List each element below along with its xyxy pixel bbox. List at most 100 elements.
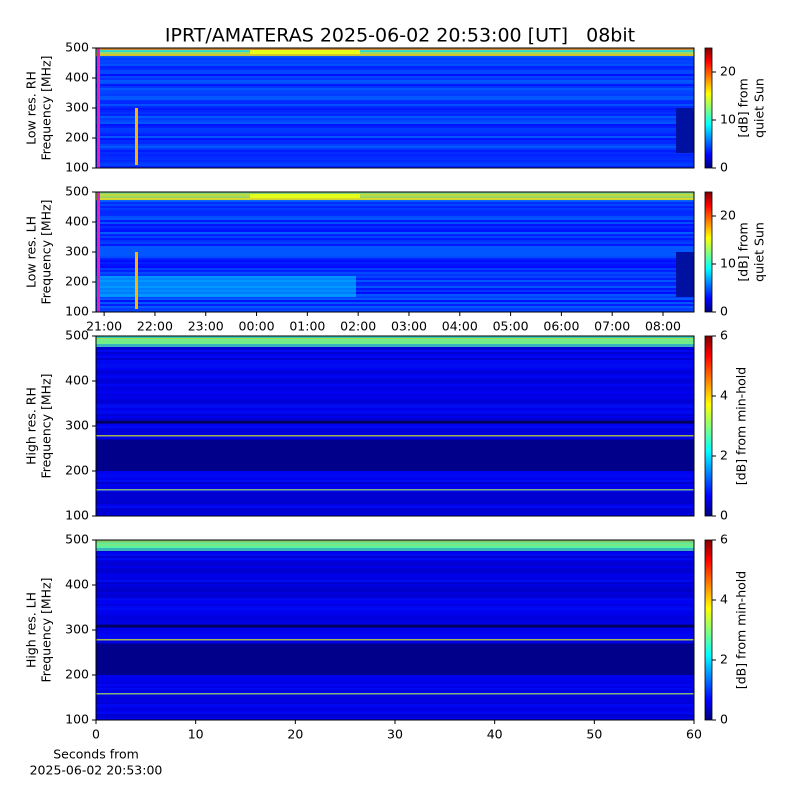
spectrogram-row (96, 424, 694, 427)
spectrogram-row (96, 478, 694, 481)
colorbar-label: [dB] from min-hold (734, 367, 749, 485)
spectrogram-line (96, 489, 694, 491)
spectrogram-row (96, 406, 694, 409)
spectrogram-row (96, 712, 694, 715)
spectrogram-row (96, 514, 694, 517)
x-tick-label: 01:00 (289, 319, 325, 334)
y-tick-label: 500 (65, 328, 89, 343)
spectrogram-row (96, 398, 694, 401)
y-axis-label: Low res. RH (24, 71, 39, 145)
spectrogram-row (96, 494, 694, 497)
spectrogram-row (96, 614, 694, 617)
spectrogram-row (96, 144, 694, 147)
spectrogram-row (96, 226, 694, 229)
y-tick-label: 100 (65, 712, 89, 727)
spectrogram-row (96, 104, 694, 107)
spectrogram-row (96, 192, 694, 195)
spectrogram (96, 48, 694, 169)
spectrogram-row (96, 594, 694, 597)
spectrogram-row (96, 300, 694, 303)
spectrogram-row (96, 122, 694, 125)
spectrogram-row (96, 302, 694, 305)
spectrogram-row (96, 474, 694, 477)
spectrogram-row (96, 706, 694, 709)
colorbar (704, 47, 713, 169)
spectrogram-row (96, 492, 694, 495)
spectrogram-row (96, 72, 694, 75)
spectrogram-row (96, 688, 694, 691)
spectrogram-row (96, 116, 694, 119)
spectrogram-row (96, 374, 694, 377)
spectrogram-row (96, 540, 694, 543)
spectrogram-row (96, 386, 694, 389)
spectrogram-burst (135, 108, 138, 165)
spectrogram-row (96, 124, 694, 127)
spectrogram-row (96, 686, 694, 689)
spectrogram-row (96, 50, 694, 53)
spectrogram-row (96, 504, 694, 507)
spectrogram-row (96, 296, 694, 299)
spectrogram-row (96, 550, 694, 553)
spectrogram-row (96, 274, 694, 277)
spectrogram-row (96, 402, 694, 405)
spectrogram-row (96, 246, 694, 249)
spectrogram-row (96, 132, 694, 135)
spectrogram-row (96, 588, 694, 591)
spectrogram-row (96, 150, 694, 153)
spectrogram-row (96, 112, 694, 115)
spectrogram-row (96, 232, 694, 235)
spectrogram-row (96, 696, 694, 699)
colorbar-tick-label: 0 (720, 304, 728, 319)
x-axis-label: Seconds from (53, 747, 139, 762)
spectrogram-row (96, 194, 694, 197)
colorbar-tick-label: 2 (720, 652, 728, 667)
spectrogram-row (96, 380, 694, 383)
spectrogram-row (96, 58, 694, 61)
spectrogram-row (96, 276, 694, 279)
spectrogram-row (96, 74, 694, 77)
spectrogram-row (96, 142, 694, 145)
spectrogram-row (96, 154, 694, 157)
spectrogram-row (96, 600, 694, 603)
spectrogram-row (96, 390, 694, 393)
spectrogram-row (96, 208, 694, 211)
spectrogram-row (96, 498, 694, 501)
y-tick-label: 500 (65, 184, 89, 199)
spectrogram-row (96, 262, 694, 265)
spectrogram-row (96, 350, 694, 353)
y-tick-label: 400 (65, 70, 89, 85)
spectrogram-row (96, 348, 694, 351)
spectrogram-row (96, 298, 694, 301)
spectrogram-row (96, 642, 694, 645)
spectrogram-row (96, 76, 694, 79)
spectrogram-row (96, 146, 694, 149)
spectrogram-row (96, 470, 694, 473)
colorbar (704, 335, 713, 517)
spectrogram-row (96, 66, 694, 69)
spectrogram-row (96, 346, 694, 349)
spectrogram-row (96, 166, 694, 169)
spectrogram-row (96, 698, 694, 701)
y-tick-label: 300 (65, 244, 89, 259)
spectrogram-row (96, 54, 694, 57)
spectrogram-row (96, 558, 694, 561)
spectrogram-row (96, 438, 694, 441)
spectrogram-row (96, 554, 694, 557)
spectrogram-row (96, 88, 694, 91)
spectrogram-row (96, 108, 694, 111)
x-tick-label: 10 (188, 727, 204, 742)
spectrogram-row (96, 412, 694, 415)
spectrogram-row (96, 236, 694, 239)
spectrogram-row (96, 372, 694, 375)
spectrogram-row (96, 418, 694, 421)
colorbar-tick-label: 0 (720, 508, 728, 523)
spectrogram-row (96, 86, 694, 89)
y-tick-label: 100 (65, 508, 89, 523)
y-tick-label: 400 (65, 214, 89, 229)
spectrogram-line (96, 693, 694, 695)
colorbar-label: [dB] from (736, 222, 751, 281)
spectrogram-row (96, 560, 694, 563)
x-tick-label: 02:00 (340, 319, 376, 334)
